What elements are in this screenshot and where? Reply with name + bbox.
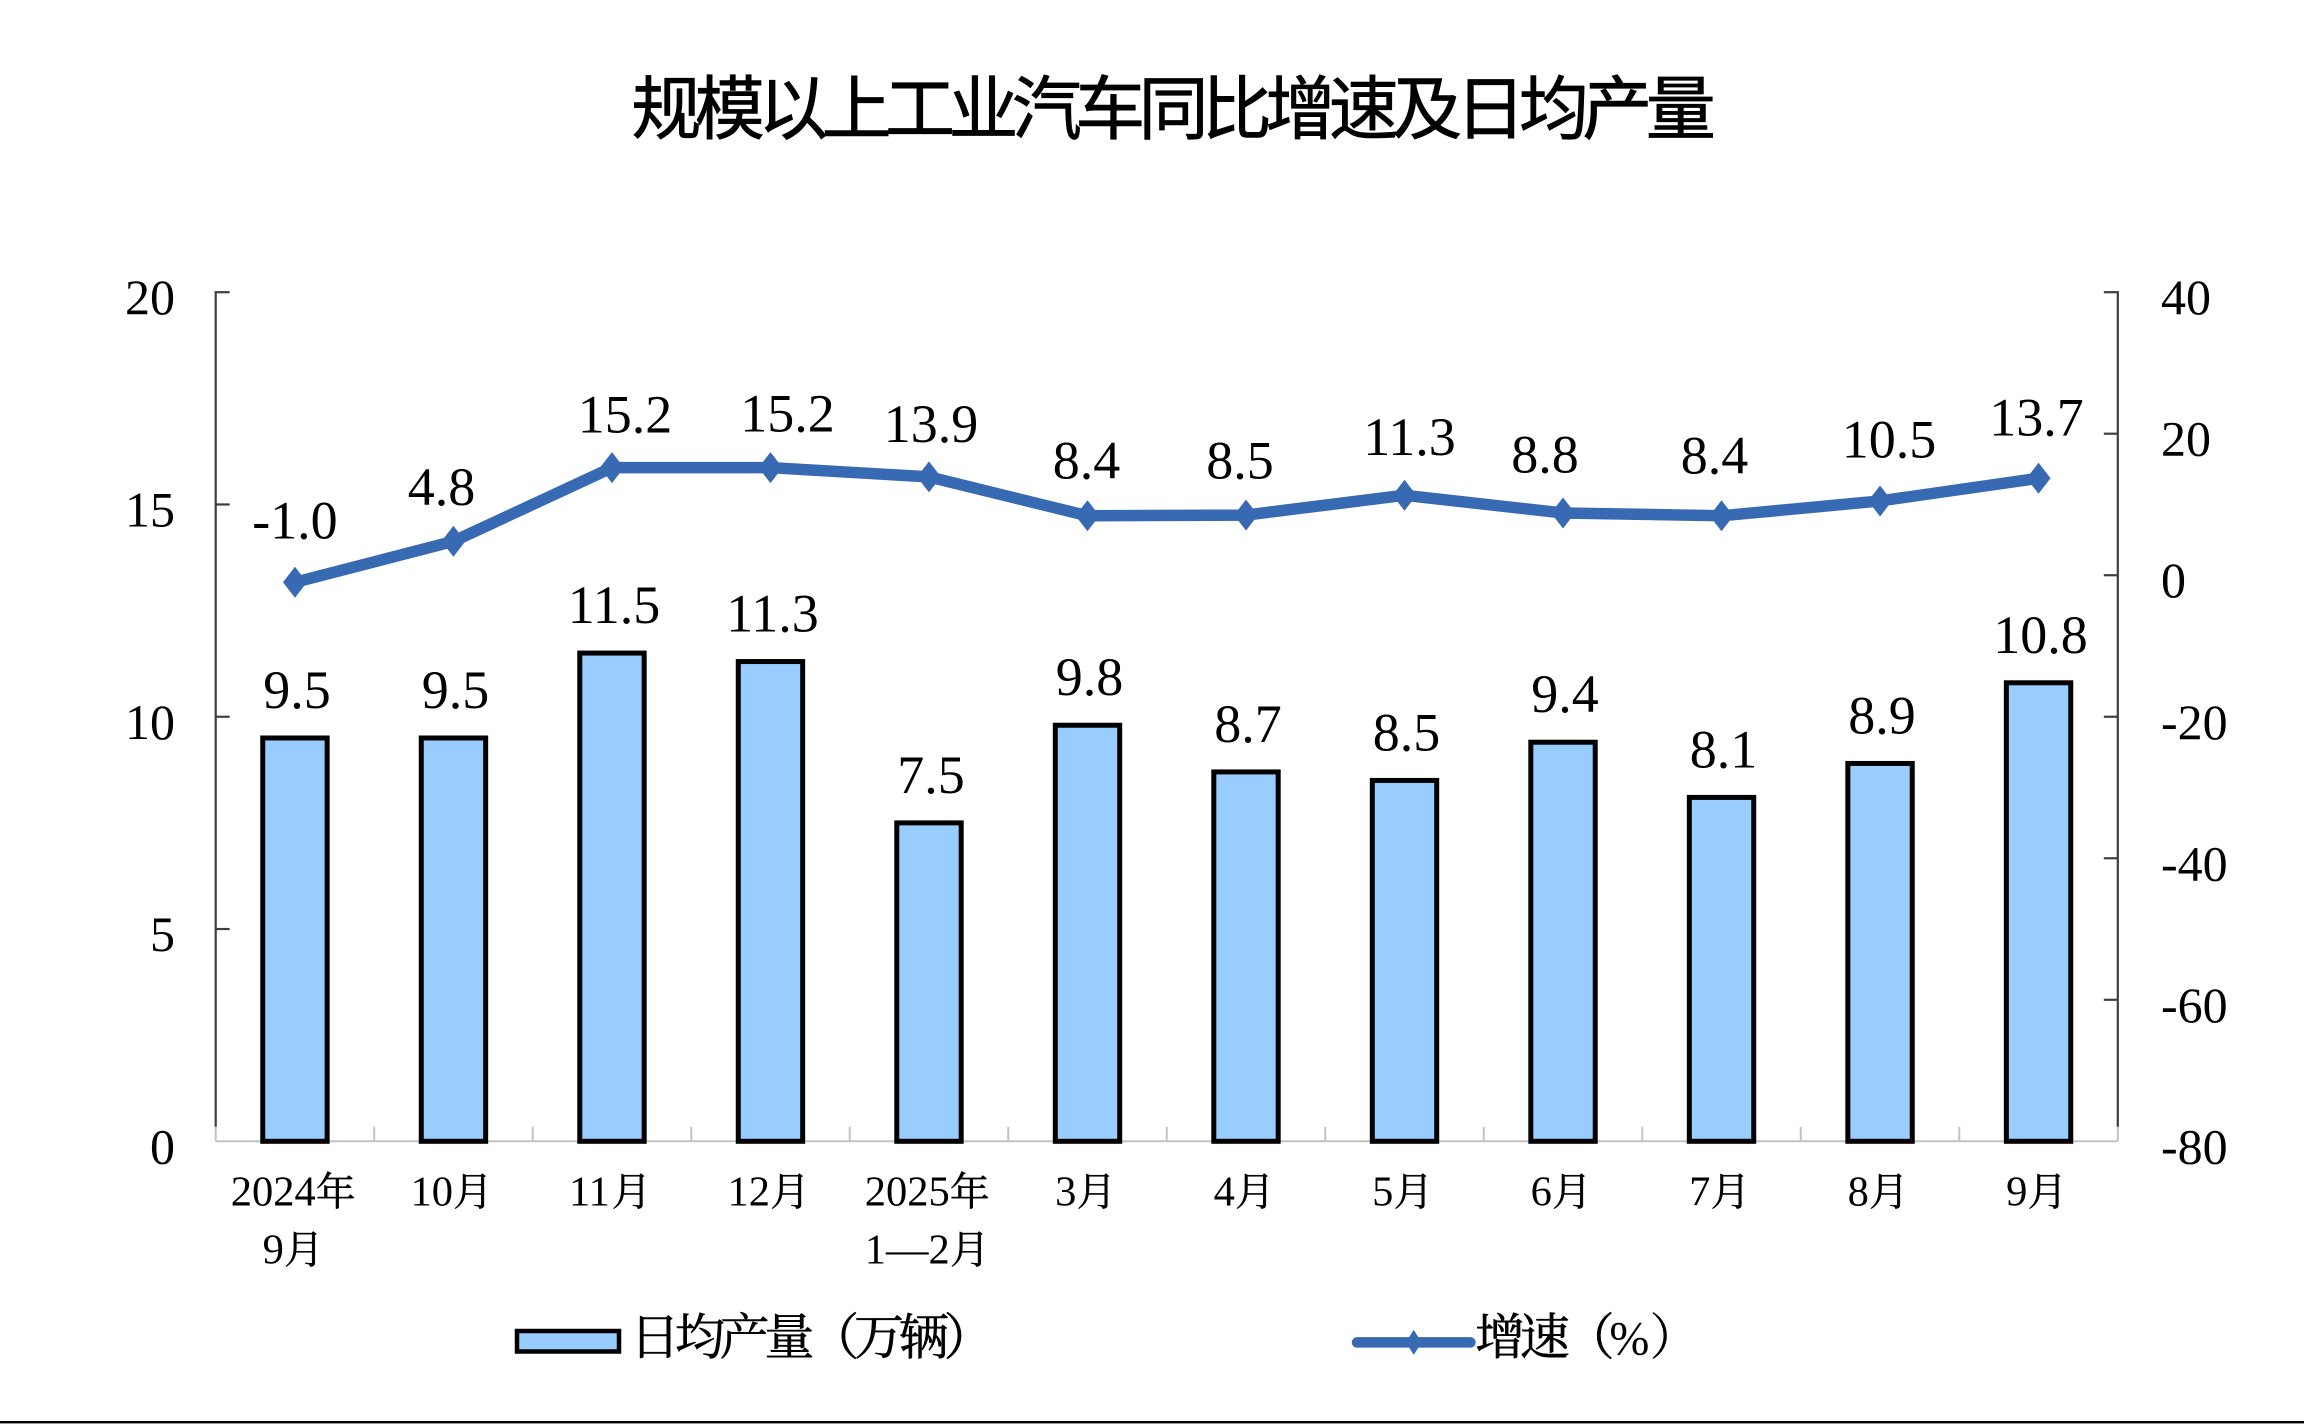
svg-text:2024: 2024 [231,1169,316,1216]
svg-text:8: 8 [1848,1169,1869,1216]
svg-text:40: 40 [2161,269,2211,325]
svg-text:9.5: 9.5 [263,660,331,720]
svg-text:8.5: 8.5 [1373,702,1441,762]
svg-text:10: 10 [125,694,175,750]
svg-text:9: 9 [263,1227,284,1274]
svg-text:20: 20 [2161,411,2211,467]
svg-text:7.5: 7.5 [897,745,965,805]
svg-text:4.8: 4.8 [408,457,476,517]
svg-text:5: 5 [1372,1169,1393,1216]
svg-text:11.5: 11.5 [568,575,661,635]
svg-text:8.8: 8.8 [1511,424,1579,484]
svg-text:8.5: 8.5 [1206,430,1274,490]
svg-text:%: % [1609,1313,1649,1366]
svg-text:-40: -40 [2161,835,2228,891]
svg-text:8.7: 8.7 [1214,694,1282,754]
svg-text:-20: -20 [2161,694,2228,750]
svg-text:10.5: 10.5 [1842,410,1937,470]
svg-text:9: 9 [2006,1169,2027,1216]
svg-text:10: 10 [410,1169,453,1216]
svg-text:0: 0 [150,1118,175,1174]
svg-text:8.1: 8.1 [1690,719,1758,779]
svg-text:-80: -80 [2161,1118,2228,1174]
svg-text:0: 0 [2161,552,2186,608]
svg-text:9.5: 9.5 [422,660,490,720]
svg-text:3: 3 [1055,1169,1076,1216]
svg-text:15.2: 15.2 [740,384,835,444]
svg-text:13.7: 13.7 [1989,388,2084,448]
svg-text:-60: -60 [2161,977,2228,1033]
svg-text:7: 7 [1689,1169,1710,1216]
svg-text:11.3: 11.3 [1363,407,1456,467]
svg-text:8.9: 8.9 [1848,685,1916,745]
svg-text:15: 15 [125,481,175,537]
svg-text:20: 20 [125,269,175,325]
svg-text:15.2: 15.2 [578,385,673,445]
svg-text:-1.0: -1.0 [252,490,337,550]
svg-text:8.4: 8.4 [1053,430,1121,490]
svg-text:2025: 2025 [865,1169,950,1216]
svg-text:11: 11 [569,1169,610,1216]
svg-text:10.8: 10.8 [1993,605,2088,665]
svg-text:6: 6 [1531,1169,1552,1216]
svg-text:1—2: 1—2 [865,1227,950,1274]
svg-text:8.4: 8.4 [1681,425,1749,485]
svg-text:13.9: 13.9 [884,394,979,454]
svg-text:9.8: 9.8 [1056,647,1124,707]
svg-text:4: 4 [1214,1169,1235,1216]
svg-text:9.4: 9.4 [1531,664,1599,724]
svg-text:5: 5 [150,906,175,962]
svg-text:12: 12 [727,1169,770,1216]
svg-text:11.3: 11.3 [726,584,819,644]
